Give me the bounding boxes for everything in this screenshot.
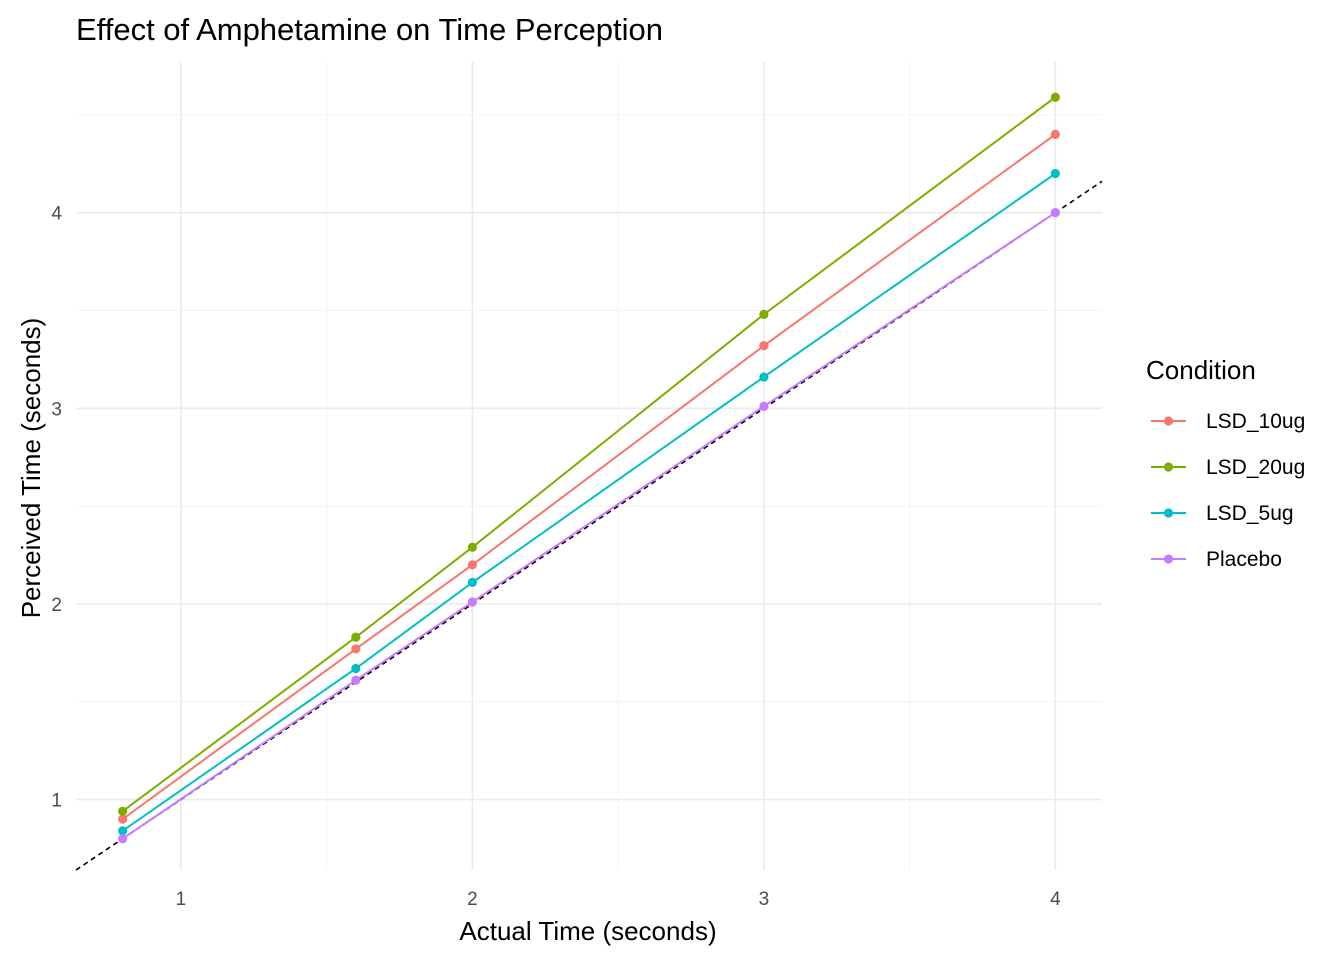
data-point-lsd-20ug — [467, 542, 478, 552]
data-point-lsd-10ug — [351, 644, 361, 654]
x-tick-label: 3 — [759, 889, 770, 910]
legend-key-point — [1163, 462, 1174, 472]
legend-label: Placebo — [1206, 548, 1282, 571]
y-tick-label: 2 — [51, 595, 62, 616]
y-tick-label: 4 — [51, 204, 62, 225]
data-point-placebo — [759, 401, 769, 411]
data-point-lsd-5ug — [351, 663, 361, 674]
series-lsd-10ug — [118, 129, 1060, 824]
series-line-lsd-5ug — [122, 172, 1056, 832]
legend-key-point — [1163, 508, 1174, 518]
series-line-lsd-10ug — [122, 133, 1056, 820]
data-point-lsd-20ug — [118, 806, 128, 816]
series-lsd-5ug — [118, 168, 1060, 836]
data-point-lsd-10ug — [118, 814, 128, 824]
legend-item-placebo: Placebo — [1151, 548, 1282, 571]
legend-label: LSD_20ug — [1206, 456, 1305, 479]
data-point-lsd-5ug — [118, 826, 128, 836]
x-axis-title: Actual Time (seconds) — [459, 916, 716, 946]
data-point-lsd-5ug — [467, 577, 478, 588]
x-axis-ticks: 1 2 3 4 — [176, 889, 1061, 910]
data-point-lsd-10ug — [1050, 129, 1060, 139]
y-tick-label: 3 — [51, 399, 62, 420]
data-point-placebo — [351, 675, 361, 685]
series-layer — [118, 92, 1060, 844]
legend-item-lsd-20ug: LSD_20ug — [1151, 456, 1305, 479]
x-tick-label: 2 — [467, 889, 478, 910]
x-tick-label: 1 — [176, 889, 187, 910]
legend-title: Condition — [1146, 355, 1256, 385]
grid — [76, 62, 1102, 870]
data-point-lsd-20ug — [351, 632, 361, 642]
legend-key-point — [1163, 554, 1174, 564]
y-axis-title: Perceived Time (seconds) — [16, 318, 46, 619]
series-line-placebo — [122, 211, 1056, 840]
x-tick-label: 4 — [1050, 889, 1061, 910]
series-lsd-20ug — [118, 92, 1060, 816]
legend-items: LSD_10ug LSD_20ug LSD_5ug Placebo — [1151, 410, 1305, 571]
series-line-lsd-20ug — [122, 96, 1056, 813]
data-point-placebo — [118, 834, 128, 844]
data-point-placebo — [467, 597, 478, 607]
data-point-lsd-20ug — [1050, 92, 1060, 102]
legend-label: LSD_5ug — [1206, 502, 1294, 525]
data-point-lsd-10ug — [759, 341, 769, 351]
data-point-lsd-10ug — [467, 560, 478, 570]
data-point-lsd-5ug — [759, 372, 769, 382]
legend: Condition LSD_10ug LSD_20ug LSD_5ug Placebo — [1146, 355, 1305, 571]
series-placebo — [118, 208, 1060, 844]
legend-key-point — [1163, 416, 1174, 426]
y-tick-label: 1 — [51, 791, 62, 812]
data-point-lsd-5ug — [1050, 168, 1060, 179]
chart-title: Effect of Amphetamine on Time Perception — [76, 12, 663, 47]
legend-item-lsd-10ug: LSD_10ug — [1151, 410, 1305, 433]
y-axis-ticks: 1 2 3 4 — [51, 204, 62, 812]
data-point-placebo — [1050, 208, 1060, 218]
legend-item-lsd-5ug: LSD_5ug — [1151, 502, 1294, 525]
legend-label: LSD_10ug — [1206, 410, 1305, 433]
data-point-lsd-20ug — [759, 309, 769, 319]
